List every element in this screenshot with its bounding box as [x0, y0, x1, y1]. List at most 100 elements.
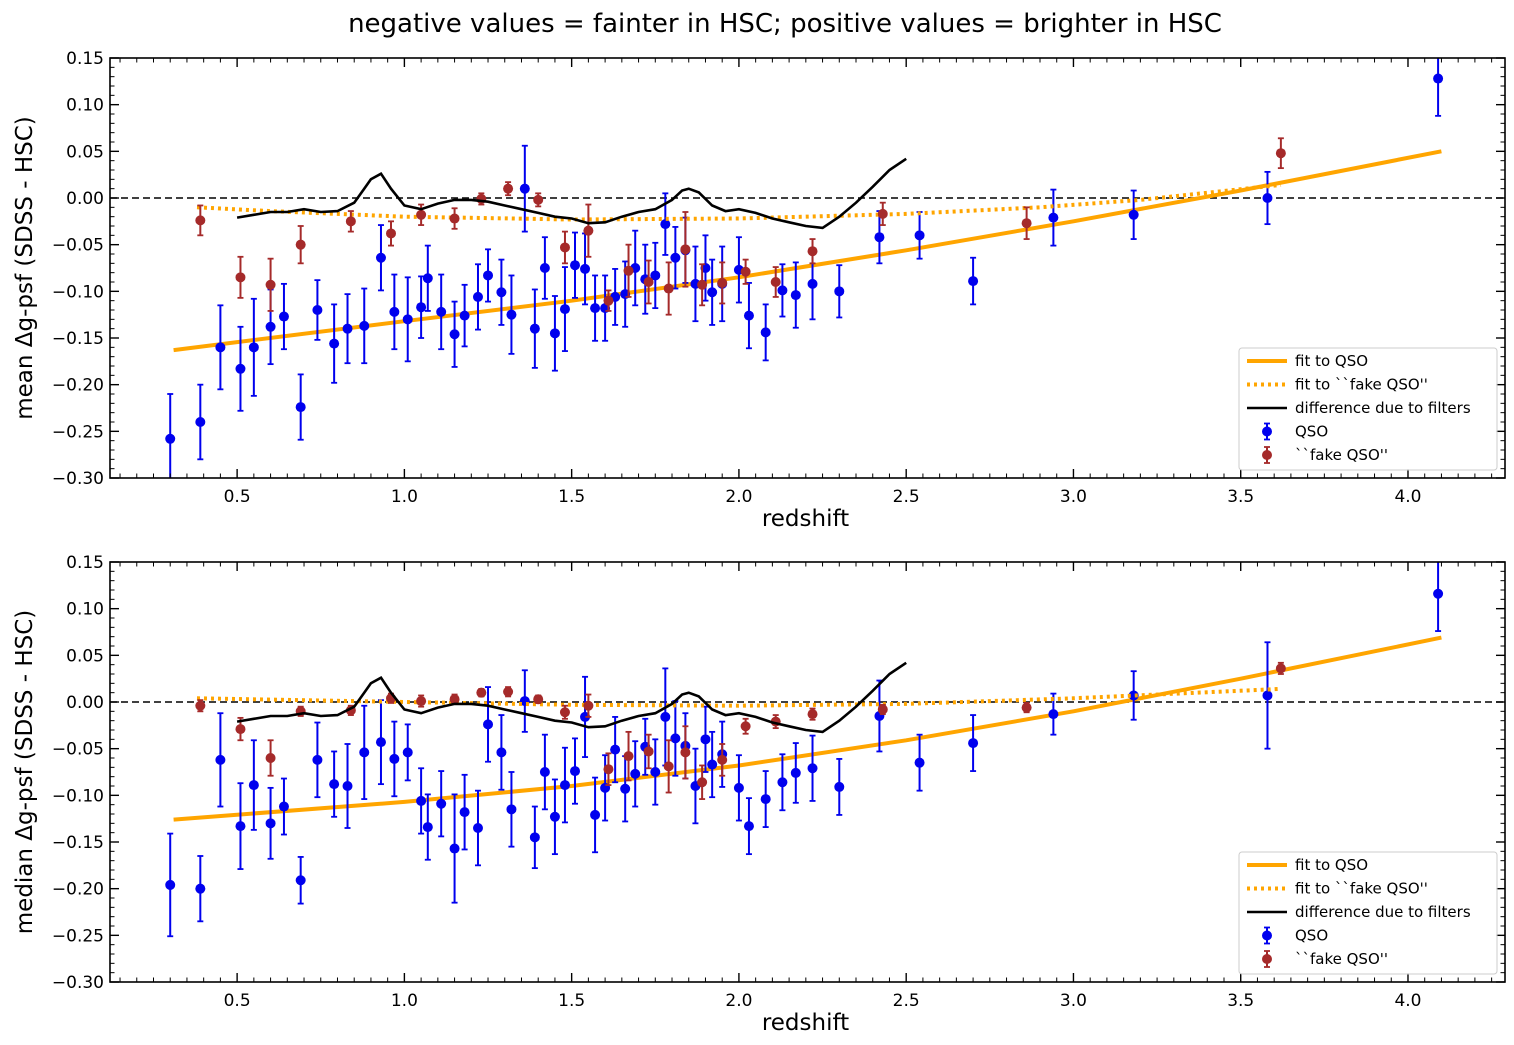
y-tick-label: 0.00	[66, 189, 104, 209]
qso-marker	[329, 338, 340, 349]
qso-marker	[660, 711, 671, 722]
qso-marker	[743, 821, 754, 832]
qso-points	[165, 58, 1444, 478]
legend-label: fit to ``fake QSO''	[1295, 880, 1428, 898]
qso-marker	[472, 823, 483, 833]
legend-label: QSO	[1295, 927, 1328, 945]
qso-marker	[580, 263, 591, 274]
y-axis-label: median Δg-psf (SDSS - HSC)	[12, 610, 38, 934]
qso-marker	[483, 719, 494, 730]
panel-median: 0.5 1.0 1.5 2.0 2.5 3.0 3.5 4.0redshift−0.30−0.…	[12, 553, 1506, 1036]
legend-label: fit to QSO	[1295, 352, 1368, 370]
fake-qso-marker	[386, 228, 397, 239]
fake-qso-marker	[807, 246, 818, 257]
qso-marker	[760, 327, 771, 338]
axes-frame	[109, 57, 1506, 479]
y-tick-label: −0.25	[52, 422, 104, 442]
y-tick-label: −0.20	[52, 880, 104, 900]
figure-title: negative values = fainter in HSC; positi…	[348, 9, 1222, 39]
legend-fake-qso-swatch	[1262, 446, 1272, 464]
filter-difference-curve	[236, 661, 907, 734]
qso-fit-line	[173, 635, 1442, 822]
fake-qso-marker	[559, 242, 570, 253]
fake-qso-marker	[345, 216, 356, 227]
qso-marker	[342, 781, 353, 791]
qso-fit-line	[173, 149, 1442, 353]
qso-marker	[700, 734, 711, 745]
fake-qso-marker	[877, 208, 888, 219]
qso-marker	[968, 738, 979, 749]
qso-marker	[529, 323, 540, 334]
fake-qso-marker	[449, 213, 460, 224]
fake-qso-marker	[877, 704, 888, 715]
qso-marker	[459, 310, 470, 321]
fake-qso-marker	[697, 777, 708, 788]
fake-qso-marker	[623, 751, 634, 762]
y-tick-label: −0.30	[52, 469, 104, 489]
y-tick-label: 0.10	[66, 600, 104, 620]
fake-qso-marker	[717, 754, 728, 765]
fake-qso-marker	[623, 265, 634, 276]
qso-marker	[312, 305, 323, 315]
y-tick-label: 0.10	[66, 96, 104, 116]
fake-qso-marker	[503, 686, 514, 697]
x-tick-label: 3.5	[1227, 487, 1254, 507]
qso-marker	[1128, 690, 1139, 701]
fake-qso-marker	[583, 225, 594, 236]
qso-marker	[570, 260, 580, 271]
fake-qso-marker	[195, 700, 206, 711]
qso-marker	[359, 747, 370, 758]
y-tick-label: 0.00	[66, 693, 104, 713]
qso-marker	[248, 780, 259, 791]
fake-qso-marker	[740, 721, 751, 732]
qso-marker	[436, 798, 447, 809]
fake-qso-marker	[533, 194, 544, 205]
fake-qso-marker	[583, 700, 594, 711]
qso-marker	[359, 320, 370, 331]
qso-marker	[1433, 73, 1444, 84]
qso-marker	[650, 767, 661, 777]
qso-marker	[329, 779, 340, 790]
qso-marker	[777, 777, 788, 788]
y-axis: −0.30 −0.25 −0.20 −0.15 −0.10 −0.05 0.00 0.05 0.…	[12, 553, 1505, 993]
qso-marker	[968, 276, 979, 287]
x-tick-label: 3.0	[1060, 991, 1087, 1011]
fake-qso-marker	[770, 277, 781, 287]
qso-marker	[1128, 209, 1139, 220]
x-tick-label: 0.5	[224, 991, 251, 1011]
legend: fit to QSO fit to ``fake QSO'' difference …	[1238, 851, 1498, 975]
y-tick-label: 0.05	[66, 646, 104, 666]
qso-marker	[506, 309, 517, 320]
x-tick-label: 3.0	[1060, 487, 1087, 507]
fake-qso-marker	[416, 696, 427, 707]
qso-marker	[549, 328, 560, 339]
fake-qso-marker	[503, 183, 514, 194]
qso-marker	[670, 733, 681, 744]
x-tick-label: 1.5	[558, 991, 585, 1011]
qso-marker	[807, 278, 818, 289]
qso-marker	[733, 782, 744, 793]
legend-qso-swatch	[1262, 422, 1272, 441]
fake-qso-marker	[1275, 663, 1286, 674]
qso-marker	[278, 801, 289, 812]
legend-label: QSO	[1295, 423, 1328, 441]
qso-marker	[874, 232, 885, 243]
y-tick-label: −0.30	[52, 973, 104, 993]
y-tick-label: 0.15	[66, 553, 104, 573]
x-tick-label: 2.5	[893, 991, 920, 1011]
fake-qso-points	[195, 661, 1286, 800]
qso-marker	[483, 270, 494, 281]
x-tick-label: 3.5	[1227, 991, 1254, 1011]
qso-marker	[660, 219, 671, 230]
fake-qso-marker	[680, 244, 691, 255]
y-tick-label: 0.05	[66, 142, 104, 162]
qso-marker	[834, 286, 845, 297]
fake-qso-marker	[265, 753, 276, 763]
qso-marker	[590, 303, 601, 314]
y-tick-label: −0.05	[52, 236, 104, 256]
fake-qso-marker	[740, 266, 751, 277]
y-tick-label: −0.15	[52, 833, 104, 853]
fake-qso-marker	[697, 279, 708, 290]
legend-box	[1238, 851, 1498, 975]
